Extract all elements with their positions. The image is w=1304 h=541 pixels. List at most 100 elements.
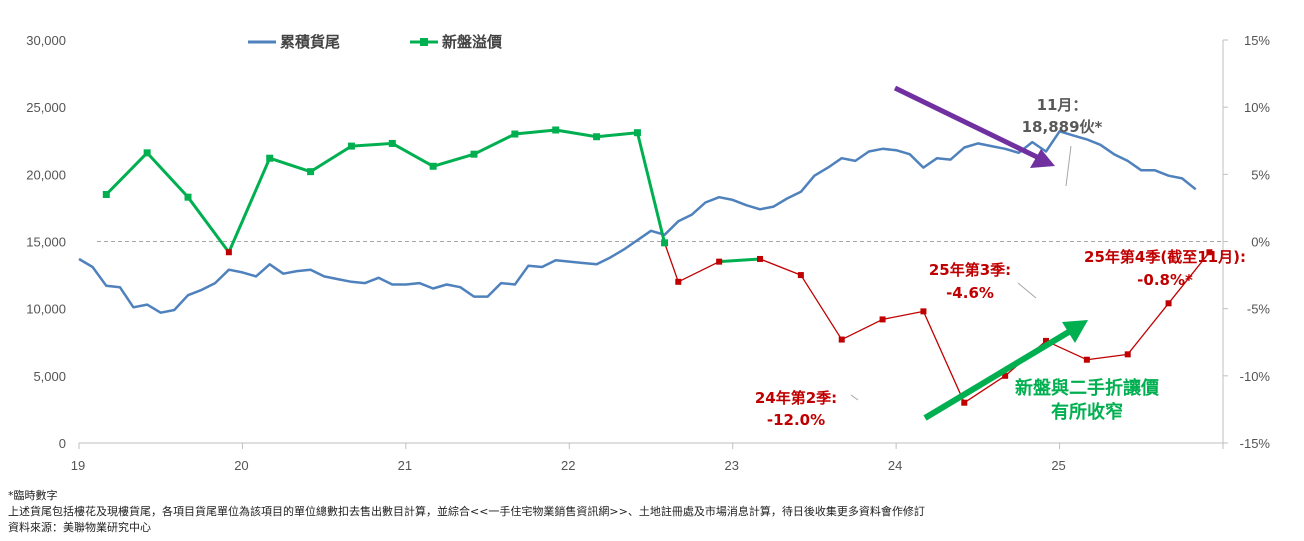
legend-label-inventory: 累積貨尾 — [280, 33, 340, 51]
up-arrow-head — [1062, 320, 1088, 343]
right-tick-label: 15% — [1244, 33, 1270, 48]
series-segment-premium — [145, 151, 190, 199]
series-segment-premium — [554, 128, 599, 139]
up-arrow-shaft — [923, 327, 1074, 421]
premium-marker — [961, 399, 968, 406]
left-tick-label: 15,000 — [26, 235, 66, 250]
leader-q2-24 — [850, 394, 859, 401]
series-segment-premium — [227, 156, 272, 254]
premium-marker — [675, 278, 682, 285]
x-tick-label: 20 — [234, 458, 248, 473]
premium-marker — [143, 149, 151, 157]
x-tick-label: 19 — [71, 458, 85, 473]
series-segment-premium — [663, 242, 679, 283]
annotation-q2_24: 24年第2季: -12.0% — [755, 389, 837, 429]
footnotes: *臨時數字 上述貨尾包括樓花及現樓貨尾，各項目貨尾單位為該項目的單位總數扣去售出… — [8, 488, 925, 536]
leader-nov — [1065, 145, 1072, 187]
series-segment-premium — [1127, 302, 1170, 355]
series-segment-premium — [513, 128, 558, 136]
series-segment-premium — [800, 274, 843, 341]
premium-marker — [102, 190, 110, 198]
premium-marker — [552, 126, 560, 134]
premium-marker — [266, 154, 274, 162]
premium-marker — [1083, 356, 1090, 363]
annotation-line: 18,889伙* — [1022, 118, 1103, 136]
right-tick-label: 0% — [1251, 235, 1270, 250]
footnote-provisional: *臨時數字 — [8, 489, 58, 502]
left-tick-label: 5,000 — [33, 369, 66, 384]
premium-marker — [920, 308, 927, 315]
premium-marker — [879, 316, 886, 323]
annotation-line: -12.0% — [767, 411, 825, 429]
right-tick-label: 5% — [1251, 167, 1270, 182]
premium-marker — [307, 168, 315, 176]
series-segment-premium — [841, 318, 884, 341]
series-segment-premium — [922, 310, 965, 404]
right-tick-label: -5% — [1247, 302, 1271, 317]
series-segment-premium — [635, 131, 667, 245]
footnote-method: 上述貨尾包括樓花及現樓貨尾，各項目貨尾單位為該項目的單位總數扣去售出數目計算，並… — [8, 505, 925, 518]
premium-marker — [633, 129, 641, 137]
premium-marker — [429, 162, 437, 170]
axes: 0 5,000 10,000 15,000 20,000 25,000 30,000 -15%… — [26, 33, 1270, 473]
premium-marker — [1165, 300, 1172, 307]
annotations: 11月： 18,889伙*24年第2季: -12.0%25年第3季: -4.6%25年… — [755, 85, 1246, 429]
series-segment-premium — [717, 257, 762, 264]
legend: 累積貨尾 新盤溢價 — [248, 33, 503, 51]
x-tick-label: 25 — [1051, 458, 1065, 473]
left-tick-label: 0 — [59, 436, 66, 451]
legend-label-premium: 新盤溢價 — [442, 33, 503, 51]
left-tick-label: 10,000 — [26, 302, 66, 317]
premium-marker — [1002, 372, 1009, 379]
series-segment-premium — [963, 375, 1006, 404]
right-tick-label: -10% — [1240, 369, 1271, 384]
series-segment-premium — [104, 151, 149, 196]
annotation-line: 有所收窄 — [1051, 401, 1123, 423]
premium-marker — [184, 193, 192, 201]
annotation-line: -0.8%* — [1137, 271, 1193, 289]
annotation-line: 11月： — [1037, 96, 1088, 114]
series-line-inventory — [78, 130, 1197, 314]
premium-marker — [1043, 337, 1050, 344]
annotation-line: 25年第3季: — [929, 261, 1011, 279]
series-segment-premium — [1167, 251, 1211, 304]
footnote-source: 資料來源：美聯物業研究中心 — [8, 521, 151, 534]
series-segment-premium — [1086, 353, 1129, 361]
series-segment-premium — [472, 132, 517, 156]
annotation-line: 24年第2季: — [755, 389, 837, 407]
leader-q3-25 — [1017, 282, 1037, 299]
premium-marker — [838, 336, 845, 343]
premium-marker — [347, 142, 355, 150]
premium-marker — [388, 139, 396, 147]
right-tick-label: 10% — [1244, 100, 1270, 115]
annotation-q4_25: 25年第4季(截至11月): -0.8%* — [1084, 248, 1246, 289]
premium-marker — [757, 255, 764, 262]
premium-marker — [797, 272, 804, 279]
series-segment-premium — [390, 141, 435, 168]
annotation-nov: 11月： 18,889伙* — [1022, 96, 1103, 136]
down-arrow-head — [1030, 149, 1055, 168]
annotation-line: 新盤與二手折讓價 — [1015, 377, 1160, 399]
series-segment-premium — [309, 144, 353, 174]
series-lines — [78, 128, 1211, 404]
left-tick-label: 25,000 — [26, 100, 66, 115]
premium-marker — [470, 150, 478, 158]
series-segment-premium — [186, 195, 231, 254]
premium-marker — [716, 258, 723, 265]
premium-marker — [511, 130, 519, 138]
premium-marker — [1124, 351, 1131, 358]
down-arrow-shaft — [893, 85, 1039, 160]
x-tick-label: 21 — [398, 458, 412, 473]
left-tick-label: 30,000 — [26, 33, 66, 48]
premium-marker — [593, 133, 601, 141]
x-tick-label: 24 — [888, 458, 902, 473]
premium-marker — [225, 249, 232, 256]
annotation-line: 25年第4季(截至11月): — [1084, 248, 1246, 266]
series-segment-premium — [759, 258, 802, 276]
annotation-q3_25: 25年第3季: -4.6% — [929, 261, 1011, 302]
series-segment-premium — [431, 152, 476, 168]
legend-marker-premium — [420, 38, 428, 46]
x-tick-label: 23 — [724, 458, 738, 473]
left-tick-label: 20,000 — [26, 167, 66, 182]
